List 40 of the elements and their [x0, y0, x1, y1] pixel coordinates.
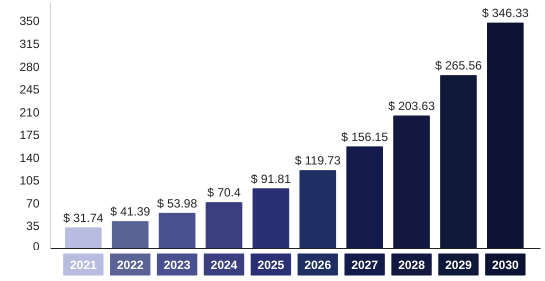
bar	[252, 188, 290, 248]
y-tick-label: 140	[19, 150, 40, 165]
x-tick-label: 2023	[164, 258, 191, 272]
x-tick-label: 2030	[492, 258, 520, 272]
bar	[65, 227, 102, 248]
x-tick-label: 2021	[70, 258, 97, 272]
x-tick-label: 2024	[210, 258, 238, 272]
x-tick-label: 2029	[445, 258, 472, 272]
data-label: $ 91.81	[250, 172, 292, 186]
data-label: $ 119.73	[294, 154, 342, 168]
y-tick-label: 35	[26, 219, 40, 234]
bar	[299, 170, 336, 248]
y-tick-label: 70	[26, 196, 40, 210]
data-label: $ 203.63	[388, 98, 436, 113]
data-label: $ 156.15	[341, 130, 388, 144]
data-label: $ 31.74	[63, 210, 104, 225]
bar	[158, 212, 196, 248]
bar	[206, 202, 242, 248]
y-tick-label: 315	[19, 37, 40, 51]
x-tick-label: 2028	[398, 258, 426, 272]
bar	[112, 221, 149, 248]
data-label: $ 346.33	[482, 6, 530, 20]
y-tick-label: 280	[19, 60, 40, 74]
y-tick-label: 105	[19, 174, 40, 188]
y-tick-label: 350	[19, 14, 40, 28]
y-tick-label: 245	[19, 82, 40, 97]
x-tick-label: 2026	[304, 258, 332, 272]
y-tick-label: 175	[19, 128, 40, 142]
bar	[487, 22, 524, 248]
data-label: $ 53.98	[157, 196, 198, 210]
bar	[393, 115, 430, 248]
data-label: $ 41.39	[110, 204, 151, 219]
bar	[440, 75, 477, 248]
data-label: $ 265.56	[435, 58, 482, 73]
data-label: $ 70.4	[207, 186, 241, 200]
x-tick-label: 2027	[351, 258, 378, 272]
x-tick-label: 2025	[258, 258, 285, 272]
x-tick-label: 2022	[116, 258, 144, 272]
bar	[346, 146, 383, 248]
y-tick-label: 210	[19, 105, 40, 120]
